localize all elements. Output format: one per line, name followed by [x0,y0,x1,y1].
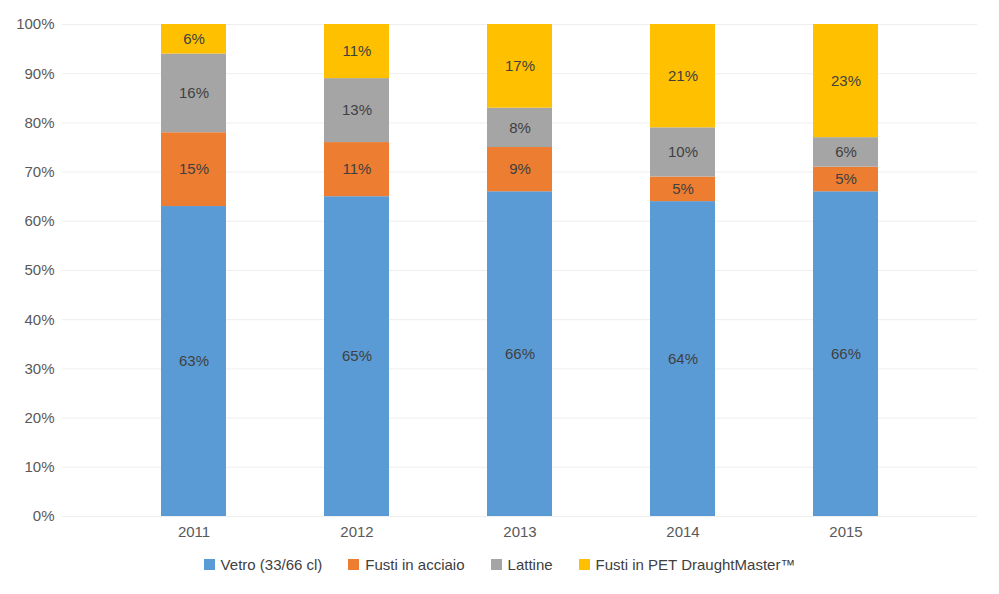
svg-text:0%: 0% [33,507,55,524]
svg-text:2011: 2011 [178,523,210,540]
svg-text:11%: 11% [343,42,372,59]
svg-text:2013: 2013 [503,523,536,540]
html-text:Fusti in acciaio: Fusti in acciaio [365,556,465,573]
svg-text:2014: 2014 [666,523,699,540]
svg-text:10%: 10% [24,458,54,475]
svg-text:70%: 70% [24,163,54,180]
svg-text:17%: 17% [505,57,535,74]
svg-text:6%: 6% [183,30,205,47]
svg-text:40%: 40% [24,311,54,328]
svg-text:66%: 66% [505,345,535,362]
svg-text:21%: 21% [668,67,698,84]
svg-text:6%: 6% [835,143,857,160]
svg-text:15%: 15% [179,160,209,177]
svg-text:63%: 63% [179,352,209,369]
svg-text:30%: 30% [24,360,54,377]
html-text:Lattine: Lattine [507,556,553,573]
svg-text:50%: 50% [24,261,54,278]
svg-text:5%: 5% [835,170,857,187]
svg-text:100%: 100% [16,15,54,32]
svg-text:16%: 16% [179,84,209,101]
svg-text:65%: 65% [342,347,372,364]
svg-text:60%: 60% [24,212,54,229]
svg-text:2012: 2012 [340,523,373,540]
svg-text:90%: 90% [24,65,54,82]
svg-text:80%: 80% [24,114,54,131]
svg-text:13%: 13% [342,101,372,118]
svg-text:20%: 20% [24,409,54,426]
svg-text:8%: 8% [509,119,531,136]
svg-text:64%: 64% [668,350,698,367]
html-text:Vetro (33/66 cl): Vetro (33/66 cl) [220,556,323,573]
svg-text:66%: 66% [831,345,861,362]
html-text:Fusti in PET DraughtMaster™: Fusti in PET DraughtMaster™ [595,556,796,573]
svg-text:2015: 2015 [829,523,862,540]
svg-text:10%: 10% [668,143,698,160]
svg-text:9%: 9% [509,160,531,177]
svg-text:5%: 5% [672,180,694,197]
svg-text:11%: 11% [343,160,372,177]
svg-text:23%: 23% [831,72,861,89]
